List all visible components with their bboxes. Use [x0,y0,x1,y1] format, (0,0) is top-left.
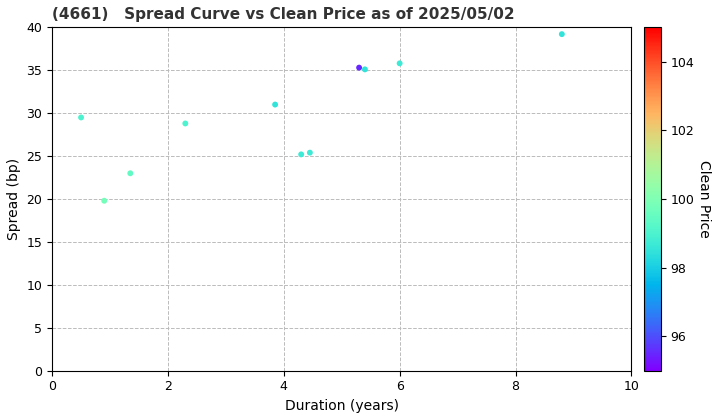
Point [179,120,191,127]
X-axis label: Duration (years): Duration (years) [284,399,399,413]
Point [295,151,307,158]
Point [304,149,315,156]
Point [354,64,365,71]
Y-axis label: Clean Price: Clean Price [697,160,711,238]
Text: (4661)   Spread Curve vs Clean Price as of 2025/05/02: (4661) Spread Curve vs Clean Price as of… [52,7,515,22]
Point [125,170,136,177]
Point [99,197,110,204]
Point [269,101,281,108]
Y-axis label: Spread (bp): Spread (bp) [7,158,21,240]
Point [76,114,87,121]
Point [359,66,371,73]
Point [556,31,567,37]
Point [394,60,405,67]
